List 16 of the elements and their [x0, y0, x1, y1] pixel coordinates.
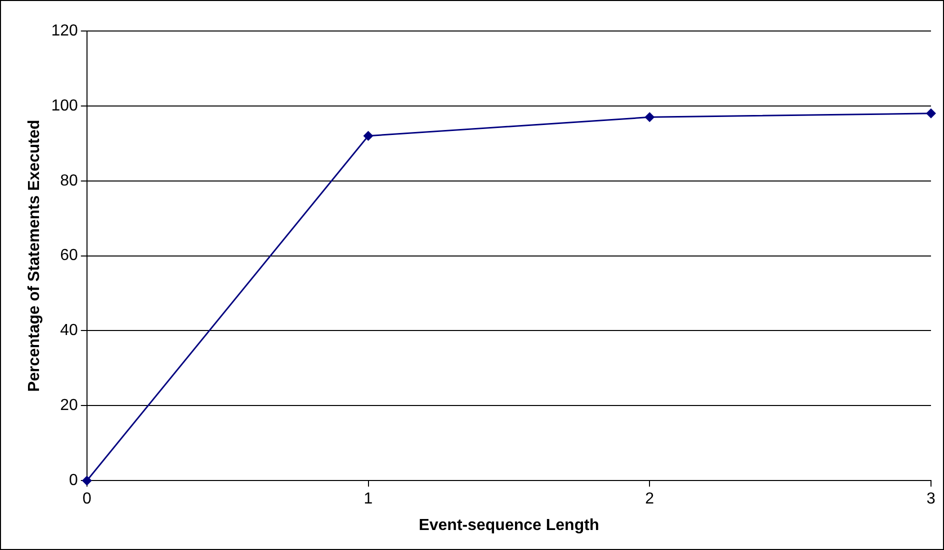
- y-tick-label: 20: [60, 397, 78, 414]
- y-axis-title: Percentage of Statements Executed: [26, 120, 44, 392]
- y-tick-label: 0: [68, 472, 78, 490]
- point: [363, 130, 374, 141]
- x-tick-label: 2: [645, 490, 654, 508]
- y-tick-label: 100: [51, 97, 78, 114]
- y-tick-label: 120: [51, 22, 78, 40]
- x-tick-label: 1: [364, 490, 373, 508]
- y-tick-label: 80: [60, 172, 78, 190]
- y-tick-label: 60: [60, 247, 78, 264]
- x-tick-label: 3: [926, 490, 936, 508]
- y-tick-label: 40: [60, 322, 78, 340]
- x-axis-title: Event-sequence Length: [418, 516, 600, 534]
- x-tick-label: 0: [82, 490, 92, 508]
- point: [644, 112, 655, 122]
- point: [926, 108, 936, 118]
